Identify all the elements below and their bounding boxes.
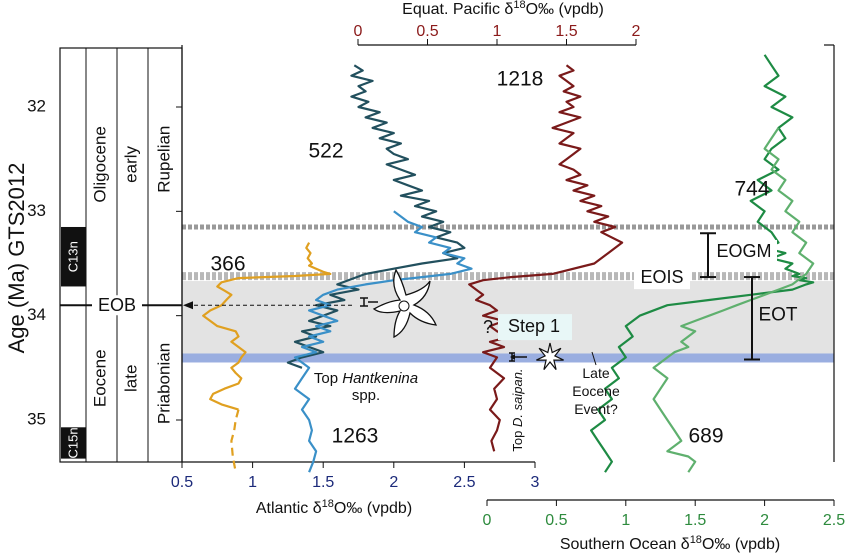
y-axis-title: Age (Ma) GTS2012 bbox=[4, 163, 29, 354]
series-label-1218: 1218 bbox=[497, 68, 544, 91]
late-eocene-event-pointer bbox=[591, 351, 597, 366]
southern-tick-label: 2 bbox=[760, 512, 769, 529]
atlantic-tick-label: 2.5 bbox=[453, 474, 475, 491]
stages-label: Rupelian bbox=[154, 126, 173, 193]
series-label-522: 522 bbox=[308, 140, 343, 163]
atlantic-axis-title: Atlantic δ18O‰ (vpdb) bbox=[256, 498, 412, 517]
series-line-366 bbox=[230, 409, 240, 473]
eois-label-bg bbox=[634, 267, 690, 290]
atlantic-tick-label: 3 bbox=[531, 474, 540, 491]
late-eocene-event-band bbox=[182, 353, 834, 363]
hantkenina-foram-icon bbox=[372, 268, 438, 339]
eogm-label-bg bbox=[711, 240, 777, 265]
discoaster-nannofossil-icon bbox=[536, 342, 564, 370]
datum-label-dsaipan: Top D. saipan. bbox=[510, 368, 525, 451]
series-line-1263 bbox=[293, 210, 473, 473]
atlantic-tick-label: 1.5 bbox=[312, 474, 334, 491]
series-label-689: 689 bbox=[688, 425, 723, 448]
magnetochron-C13n bbox=[61, 226, 86, 287]
pacific-tick-label: 0.5 bbox=[416, 23, 438, 40]
series-label-1263: 1263 bbox=[332, 425, 379, 448]
y-tick-label: 35 bbox=[27, 409, 46, 428]
magnetochron-C15n bbox=[61, 427, 86, 459]
pacific-tick-label: 0 bbox=[354, 23, 363, 40]
series-line-522 bbox=[286, 64, 466, 369]
annotations: 366 522 1263 1218 744 689 EOGM EOT EOIS Step 1? La… bbox=[183, 68, 798, 452]
pacific-tick-label: 1 bbox=[493, 23, 502, 40]
stratigraphy-column: C13n C15n Oligocene Eocene early late Rupelian… bbox=[59, 47, 183, 463]
datum-label-hantkenina: Top Hantkenina bbox=[314, 370, 418, 387]
series-layer bbox=[202, 54, 815, 473]
atlantic-tick-label: 2 bbox=[389, 474, 398, 491]
southern-tick-label: 0 bbox=[483, 512, 492, 529]
series-line-1218 bbox=[468, 64, 624, 452]
late-eocene-event-label: Eocene bbox=[572, 383, 620, 399]
series-line-744 bbox=[589, 54, 815, 473]
late-eocene-event-label: Late bbox=[582, 365, 609, 381]
eob-label: EOB bbox=[98, 295, 136, 315]
subepochs-label: late bbox=[121, 365, 140, 392]
atlantic-tick-label: 1 bbox=[248, 474, 257, 491]
question-mark: ? bbox=[483, 317, 493, 337]
hantkenina-foram-icon bbox=[398, 300, 410, 312]
southern-axis-title: Southern Ocean δ18O‰ (vpdb) bbox=[560, 534, 780, 553]
southern-tick-label: 2.5 bbox=[823, 512, 845, 529]
y-tick-label: 34 bbox=[27, 305, 46, 324]
dsaipan-arrowhead bbox=[510, 354, 515, 360]
series-line-689 bbox=[652, 127, 815, 473]
step1-label: Step 1 bbox=[508, 316, 560, 336]
eogm-label: EOGM bbox=[716, 241, 771, 261]
y-tick-label: 33 bbox=[27, 201, 46, 220]
y-tick-label: 32 bbox=[27, 96, 46, 115]
eois-label: EOIS bbox=[640, 267, 683, 287]
pacific-axis-title: Equat. Pacific δ18O‰ (vpdb) bbox=[402, 0, 604, 18]
eot-label: EOT bbox=[758, 305, 797, 326]
series-label-366: 366 bbox=[210, 253, 245, 276]
pacific-tick-label: 1.5 bbox=[555, 23, 577, 40]
datum-arrowhead bbox=[183, 301, 193, 310]
subepochs-label: early bbox=[121, 145, 140, 182]
pacific-tick-label: 2 bbox=[632, 23, 641, 40]
southern-tick-label: 0.5 bbox=[545, 512, 567, 529]
event-bands bbox=[182, 224, 834, 363]
atlantic-tick-label: 0.5 bbox=[171, 474, 193, 491]
step1-label-bg bbox=[498, 314, 572, 341]
southern-tick-label: 1.5 bbox=[684, 512, 706, 529]
eob-label-bg bbox=[93, 295, 141, 316]
hantkenina-range-marker bbox=[360, 297, 378, 307]
late-eocene-event-label: Event? bbox=[574, 401, 618, 417]
datum-label-hantkenina: spp. bbox=[352, 387, 380, 404]
epochs-label: Eocene bbox=[90, 349, 109, 407]
series-line-366 bbox=[202, 242, 332, 411]
series-label-744: 744 bbox=[734, 178, 769, 201]
stages-label: Priabonian bbox=[154, 343, 173, 424]
southern-tick-label: 1 bbox=[621, 512, 630, 529]
magnetochron-label: C15n bbox=[65, 427, 80, 458]
magnetochron-label: C13n bbox=[65, 241, 80, 272]
epochs-label: Oligocene bbox=[90, 126, 109, 203]
